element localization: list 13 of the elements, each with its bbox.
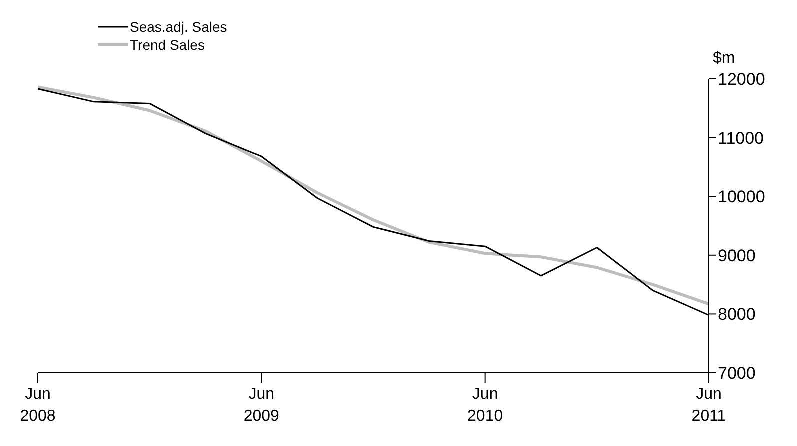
x-tick-label: Jun 2009 [244,386,280,425]
legend-label: Trend Sales [130,37,205,53]
y-axis-title: $m [713,50,736,67]
y-tick-label: 12000 [718,70,766,90]
y-tick-label: 8000 [718,305,756,324]
x-tick-label: Jun 2010 [468,386,504,425]
y-tick-label: 11000 [718,128,764,148]
legend-label: Seas.adj. Sales [130,19,228,35]
x-tick-label: Jun 2008 [20,386,56,425]
y-tick-label: 9000 [718,246,756,266]
x-tick-label: Jun 2011 [692,386,726,425]
y-tick-label: 10000 [718,188,766,207]
y-tick-label: 7000 [718,364,756,384]
